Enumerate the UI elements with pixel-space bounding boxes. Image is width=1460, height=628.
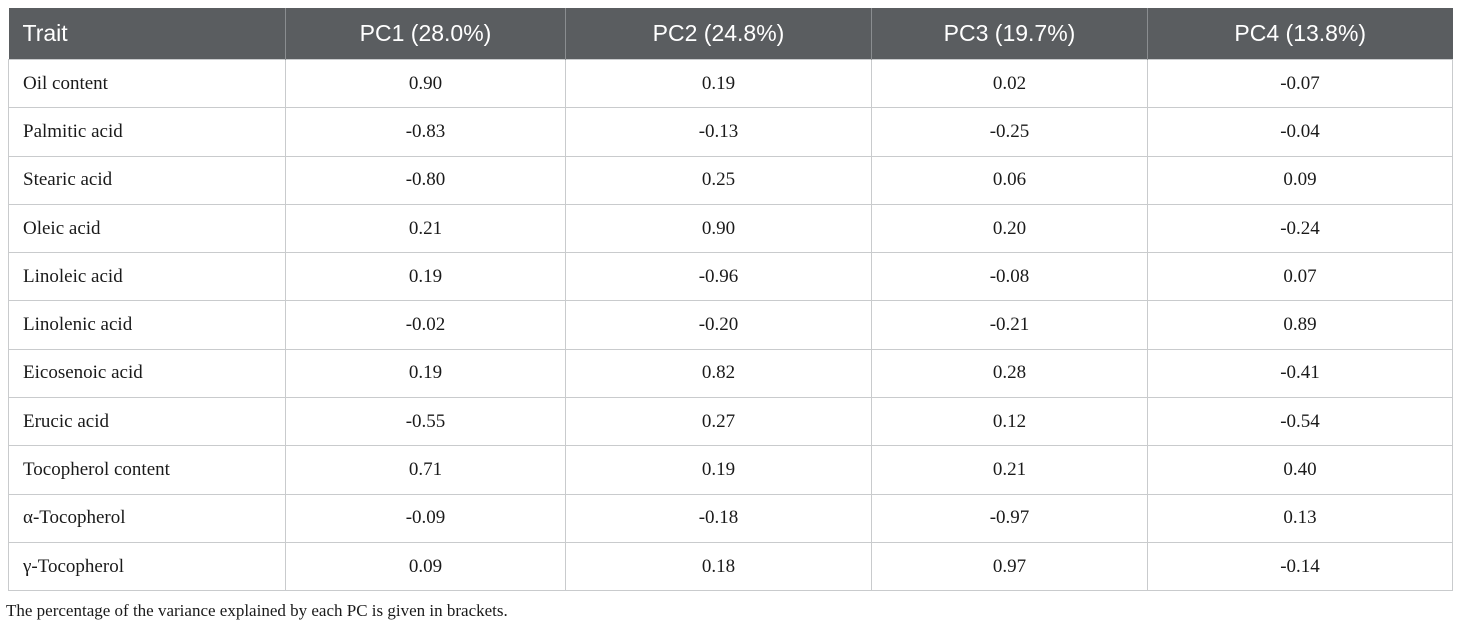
pc2-cell: 0.82 [565, 348, 872, 399]
pc2-cell: 0.18 [565, 541, 872, 592]
pc2-cell: -0.18 [565, 493, 872, 543]
table-row: Eicosenoic acid 0.19 0.82 0.28 -0.41 [8, 348, 1453, 399]
trait-cell: Tocopherol content [8, 445, 286, 495]
trait-cell: Palmitic acid [8, 107, 286, 157]
pc1-cell: -0.09 [285, 493, 566, 543]
pc4-cell: 0.89 [1147, 300, 1453, 350]
pca-loadings-table-container: Trait PC1 (28.0%) PC2 (24.8%) PC3 (19.7%… [8, 8, 1453, 592]
pc2-cell: 0.19 [565, 58, 872, 109]
pc4-cell: 0.07 [1147, 252, 1453, 302]
pc1-cell: -0.02 [285, 300, 566, 350]
pc1-cell: 0.19 [285, 252, 566, 302]
pc2-cell: -0.20 [565, 300, 872, 350]
pc3-cell: 0.02 [871, 58, 1148, 109]
pc4-cell: -0.24 [1147, 203, 1453, 254]
header-pc3: PC3 (19.7%) [871, 8, 1148, 60]
pc1-cell: 0.71 [285, 445, 566, 495]
pc4-cell: -0.54 [1147, 397, 1453, 447]
pc3-cell: 0.97 [871, 541, 1148, 592]
table-row: Oleic acid 0.21 0.90 0.20 -0.24 [8, 203, 1453, 254]
pc1-cell: -0.55 [285, 397, 566, 447]
table-row: Linoleic acid 0.19 -0.96 -0.08 0.07 [8, 252, 1453, 302]
pc4-cell: -0.04 [1147, 107, 1453, 157]
trait-cell: Eicosenoic acid [8, 348, 286, 399]
pc3-cell: -0.25 [871, 107, 1148, 157]
pc4-cell: 0.09 [1147, 155, 1453, 205]
trait-cell: Stearic acid [8, 155, 286, 205]
trait-cell: Linolenic acid [8, 300, 286, 350]
pc2-cell: -0.13 [565, 107, 872, 157]
pc3-cell: -0.08 [871, 252, 1148, 302]
pc3-cell: 0.06 [871, 155, 1148, 205]
trait-cell: Linoleic acid [8, 252, 286, 302]
table-row: Palmitic acid -0.83 -0.13 -0.25 -0.04 [8, 107, 1453, 157]
pc3-cell: 0.12 [871, 397, 1148, 447]
table-row: γ-Tocopherol 0.09 0.18 0.97 -0.14 [8, 541, 1453, 592]
table-row: Stearic acid -0.80 0.25 0.06 0.09 [8, 155, 1453, 205]
trait-cell: α-Tocopherol [8, 493, 286, 543]
table-footnote: The percentage of the variance explained… [6, 601, 508, 620]
pc2-cell: 0.90 [565, 203, 872, 254]
pc4-cell: -0.07 [1147, 58, 1453, 109]
header-pc1: PC1 (28.0%) [285, 8, 566, 60]
pc4-cell: -0.41 [1147, 348, 1453, 399]
table-row: Tocopherol content 0.71 0.19 0.21 0.40 [8, 445, 1453, 495]
pc1-cell: 0.21 [285, 203, 566, 254]
table-body: Oil content 0.90 0.19 0.02 -0.07 Palmiti… [8, 58, 1453, 592]
pc3-cell: -0.97 [871, 493, 1148, 543]
pc1-cell: 0.19 [285, 348, 566, 399]
table-row: Linolenic acid -0.02 -0.20 -0.21 0.89 [8, 300, 1453, 350]
pc1-cell: 0.90 [285, 58, 566, 109]
pc3-cell: 0.28 [871, 348, 1148, 399]
pc1-cell: -0.80 [285, 155, 566, 205]
trait-cell: Oil content [8, 58, 286, 109]
pc3-cell: -0.21 [871, 300, 1148, 350]
header-trait: Trait [8, 8, 286, 60]
trait-cell: Oleic acid [8, 203, 286, 254]
pca-loadings-table: Trait PC1 (28.0%) PC2 (24.8%) PC3 (19.7%… [8, 8, 1453, 592]
table-header-row: Trait PC1 (28.0%) PC2 (24.8%) PC3 (19.7%… [8, 8, 1453, 60]
pc4-cell: 0.13 [1147, 493, 1453, 543]
table-row: Erucic acid -0.55 0.27 0.12 -0.54 [8, 397, 1453, 447]
pc2-cell: -0.96 [565, 252, 872, 302]
pc1-cell: -0.83 [285, 107, 566, 157]
header-pc2: PC2 (24.8%) [565, 8, 872, 60]
pc4-cell: 0.40 [1147, 445, 1453, 495]
pc2-cell: 0.19 [565, 445, 872, 495]
pc1-cell: 0.09 [285, 541, 566, 592]
table-row: α-Tocopherol -0.09 -0.18 -0.97 0.13 [8, 493, 1453, 543]
pc2-cell: 0.25 [565, 155, 872, 205]
pc4-cell: -0.14 [1147, 541, 1453, 592]
trait-cell: Erucic acid [8, 397, 286, 447]
pc3-cell: 0.20 [871, 203, 1148, 254]
table-row: Oil content 0.90 0.19 0.02 -0.07 [8, 58, 1453, 109]
header-pc4: PC4 (13.8%) [1147, 8, 1453, 60]
pc3-cell: 0.21 [871, 445, 1148, 495]
trait-cell: γ-Tocopherol [8, 541, 286, 592]
pc2-cell: 0.27 [565, 397, 872, 447]
